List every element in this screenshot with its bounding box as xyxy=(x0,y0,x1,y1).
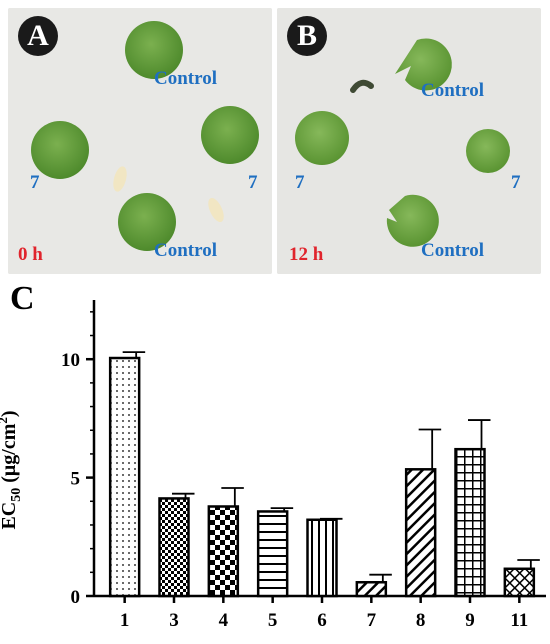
label-control-top-a: Control xyxy=(154,68,217,89)
label-control-bottom-b: Control xyxy=(421,240,484,261)
label-compound-left-a: 7 xyxy=(30,172,40,193)
x-tick-label-8: 8 xyxy=(416,610,426,631)
larva-left xyxy=(113,166,127,192)
ec50-bar-chart: 0 5 10 1 3 4 5 6 7 8 9 11 xyxy=(61,300,546,631)
larva-right xyxy=(208,197,224,223)
leaf-disc-7-right-b xyxy=(466,129,510,173)
y-axis-title-sup: 2 xyxy=(0,417,10,424)
leaf-disc-control-bottom xyxy=(118,193,176,251)
y-axis-title-main: EC xyxy=(0,501,20,530)
chart-labels: 0 5 10 1 3 4 5 6 7 8 9 11 xyxy=(61,350,528,631)
x-tick-label-5: 5 xyxy=(268,610,278,631)
label-control-top-b: Control xyxy=(421,80,484,101)
leaf-disc-7-right xyxy=(201,106,259,164)
bar-11 xyxy=(503,567,536,598)
photo-b-illustration xyxy=(277,8,541,274)
label-compound-right-a: 7 xyxy=(248,172,258,193)
bar-5 xyxy=(256,510,289,598)
leaf-disc-7-left-b xyxy=(295,111,349,165)
y-axis-title-unit-end: ) xyxy=(0,410,20,418)
bar-4 xyxy=(207,505,240,598)
x-tick-label-1: 1 xyxy=(120,610,130,631)
bar-1 xyxy=(108,356,141,598)
bar-3 xyxy=(158,497,190,598)
bar-9 xyxy=(454,447,486,598)
y-tick-label: 0 xyxy=(71,587,81,608)
chart-bars xyxy=(108,351,540,598)
leaf-disc-control-top xyxy=(125,21,183,79)
x-tick-label-6: 6 xyxy=(317,610,327,631)
y-tick-label: 10 xyxy=(61,350,80,371)
label-control-bottom-a: Control xyxy=(154,240,217,261)
larva-b xyxy=(350,79,374,93)
bar-6 xyxy=(306,518,338,598)
x-tick-label-3: 3 xyxy=(169,610,179,631)
y-axis-title-unit: (μg/cm xyxy=(0,423,20,488)
x-tick-label-7: 7 xyxy=(367,610,377,631)
label-time-b: 12 h xyxy=(289,244,324,265)
leaf-disc-control-bottom-eaten xyxy=(386,194,439,247)
bar-7 xyxy=(355,581,388,598)
photo-panel-b: B Control 7 7 Control 12 h xyxy=(277,8,541,274)
photo-a-illustration xyxy=(8,8,272,274)
photo-panel-a: A Control 7 7 Control 0 h xyxy=(8,8,272,274)
bar-8 xyxy=(404,468,437,598)
label-compound-left-b: 7 xyxy=(295,172,305,193)
x-tick-label-9: 9 xyxy=(465,610,475,631)
label-compound-right-b: 7 xyxy=(511,172,521,193)
panel-c-label: C xyxy=(10,280,35,317)
y-axis-title-sub: 50 xyxy=(8,487,24,502)
leaf-disc-7-left xyxy=(31,121,89,179)
leaf-disc-control-top-eaten xyxy=(395,38,452,91)
y-tick-label: 5 xyxy=(71,469,81,490)
label-time-a: 0 h xyxy=(18,244,43,265)
x-tick-label-4: 4 xyxy=(219,610,229,631)
panel-b-badge: B xyxy=(287,16,327,56)
x-tick-label-11: 11 xyxy=(510,610,528,631)
panel-a-badge: A xyxy=(18,16,58,56)
